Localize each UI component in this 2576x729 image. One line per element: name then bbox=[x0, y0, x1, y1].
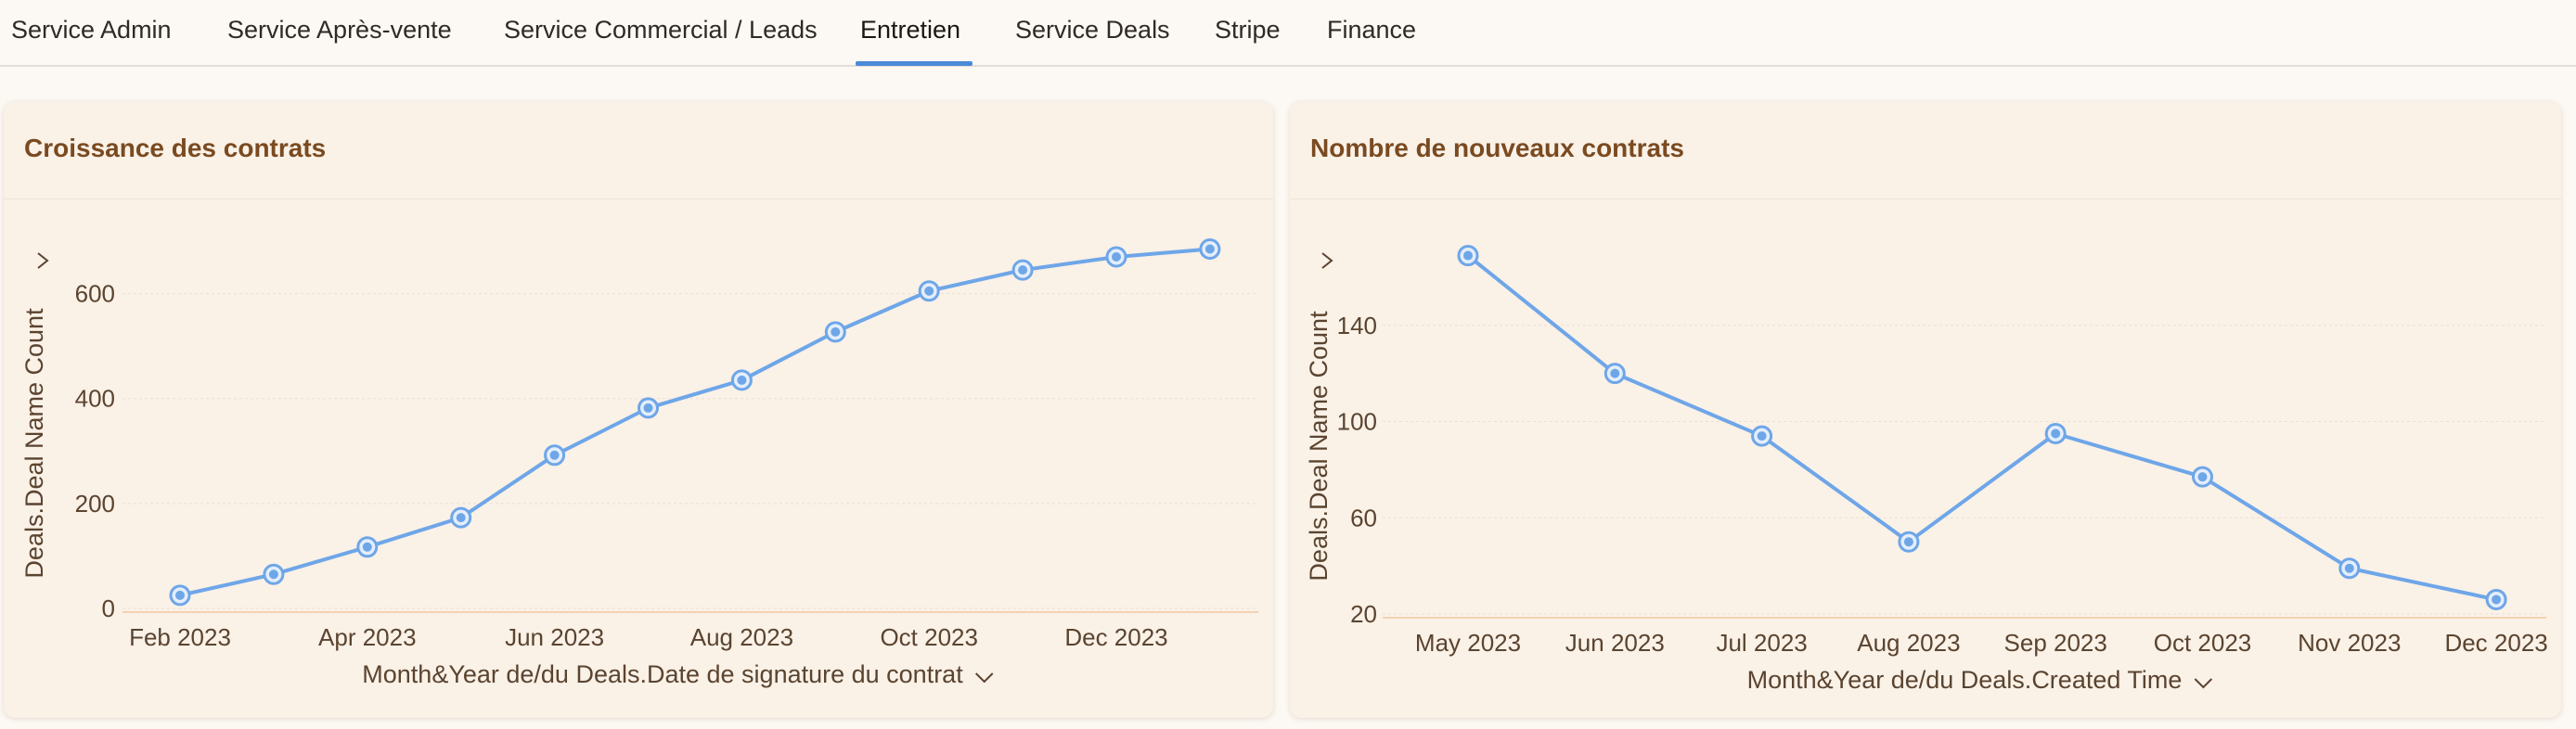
y-tick-label: 200 bbox=[75, 490, 115, 518]
data-point-center bbox=[2051, 428, 2061, 439]
card-title: Croissance des contrats bbox=[24, 134, 327, 162]
data-point-center bbox=[1757, 431, 1767, 441]
x-axis-title: Month&Year de/du Deals.Created Time bbox=[1747, 666, 2183, 694]
card-divider bbox=[1290, 198, 2561, 199]
tab-stripe[interactable]: Stripe bbox=[1215, 16, 1281, 44]
data-point-center bbox=[1463, 250, 1473, 261]
y-tick-label: 0 bbox=[102, 595, 115, 622]
y-tick-label: 400 bbox=[75, 385, 115, 413]
data-point-center bbox=[1903, 537, 1913, 547]
x-tick-label: Nov 2023 bbox=[2298, 629, 2401, 657]
chart-card-nouveaux-contrats: Nombre de nouveaux contrats 20 60 100 140 Ma… bbox=[1290, 102, 2561, 718]
x-tick-label: Aug 2023 bbox=[1857, 629, 1960, 657]
x-tick-label: Oct 2023 bbox=[2154, 629, 2252, 657]
y-tick-label: 600 bbox=[75, 280, 115, 308]
y-tick-label: 60 bbox=[1350, 504, 1377, 531]
card-title: Nombre de nouveaux contrats bbox=[1310, 134, 1684, 162]
x-tick-label: Aug 2023 bbox=[690, 623, 793, 651]
series-line bbox=[179, 247, 1211, 597]
data-point-center bbox=[2492, 595, 2502, 605]
y-axis-title: Deals.Deal Name Count bbox=[1305, 311, 1333, 582]
x-tick-label: Jul 2023 bbox=[1716, 629, 1807, 657]
x-tick-label: Jun 2023 bbox=[1565, 629, 1665, 657]
chart-card-croissance: Croissance des contrats 0 200 400 600 Feb 20… bbox=[4, 102, 1273, 718]
dashboard-tabs: Service Admin Service Après-vente Servic… bbox=[0, 0, 2576, 67]
card-divider bbox=[4, 198, 1273, 199]
expand-axis-chevron-icon bbox=[37, 252, 49, 269]
data-point-center bbox=[1112, 251, 1121, 262]
data-point-center bbox=[831, 326, 841, 337]
data-point-center bbox=[549, 450, 560, 460]
tab-service-admin[interactable]: Service Admin bbox=[11, 16, 172, 44]
series-line bbox=[1466, 254, 2497, 602]
line-chart-croissance: 0 200 400 600 Feb 2023 Apr 2023 Jun 2023 Aug 20… bbox=[20, 237, 1258, 688]
data-point-center bbox=[175, 590, 185, 600]
x-tick-label: Dec 2023 bbox=[2444, 629, 2547, 657]
data-point-center bbox=[2344, 563, 2354, 573]
y-axis-title: Deals.Deal Name Count bbox=[20, 308, 48, 579]
x-axis-dropdown-chevron-icon[interactable] bbox=[975, 672, 994, 684]
data-point-center bbox=[1204, 244, 1215, 254]
tab-service-commercial-leads[interactable]: Service Commercial / Leads bbox=[504, 16, 818, 44]
y-tick-label: 100 bbox=[1337, 408, 1377, 436]
tab-service-deals[interactable]: Service Deals bbox=[1015, 16, 1170, 44]
tab-service-apres-vente[interactable]: Service Après-vente bbox=[227, 16, 452, 44]
data-point-center bbox=[1018, 265, 1028, 275]
x-tick-label: Jun 2023 bbox=[505, 623, 604, 651]
x-tick-label: Apr 2023 bbox=[318, 623, 417, 651]
expand-axis-chevron-icon bbox=[1321, 252, 1333, 269]
x-tick-label: Oct 2023 bbox=[880, 623, 978, 651]
x-tick-label: Dec 2023 bbox=[1064, 623, 1167, 651]
data-point-center bbox=[924, 286, 934, 296]
data-point-center bbox=[362, 542, 372, 552]
x-axis-dropdown-chevron-icon[interactable] bbox=[2194, 678, 2213, 689]
y-tick-label: 20 bbox=[1350, 600, 1377, 628]
data-point-center bbox=[737, 375, 747, 385]
x-tick-label: Sep 2023 bbox=[2004, 629, 2107, 657]
x-axis-title: Month&Year de/du Deals.Date de signature… bbox=[362, 660, 963, 688]
data-point-center bbox=[1610, 368, 1620, 378]
line-chart-nouveaux-contrats: 20 60 100 140 May 2023 Jun 2023 Jul 2023 Aug 20… bbox=[1305, 245, 2548, 694]
data-point-center bbox=[268, 569, 278, 580]
active-tab-indicator bbox=[856, 61, 972, 66]
tab-entretien[interactable]: Entretien bbox=[860, 16, 961, 44]
data-point-center bbox=[643, 403, 653, 413]
x-tick-label: Feb 2023 bbox=[129, 623, 231, 651]
x-tick-label: May 2023 bbox=[1415, 629, 1521, 657]
y-tick-label: 140 bbox=[1337, 312, 1377, 339]
data-point-center bbox=[2197, 472, 2208, 482]
data-point-center bbox=[456, 513, 466, 523]
tab-finance[interactable]: Finance bbox=[1327, 16, 1417, 44]
